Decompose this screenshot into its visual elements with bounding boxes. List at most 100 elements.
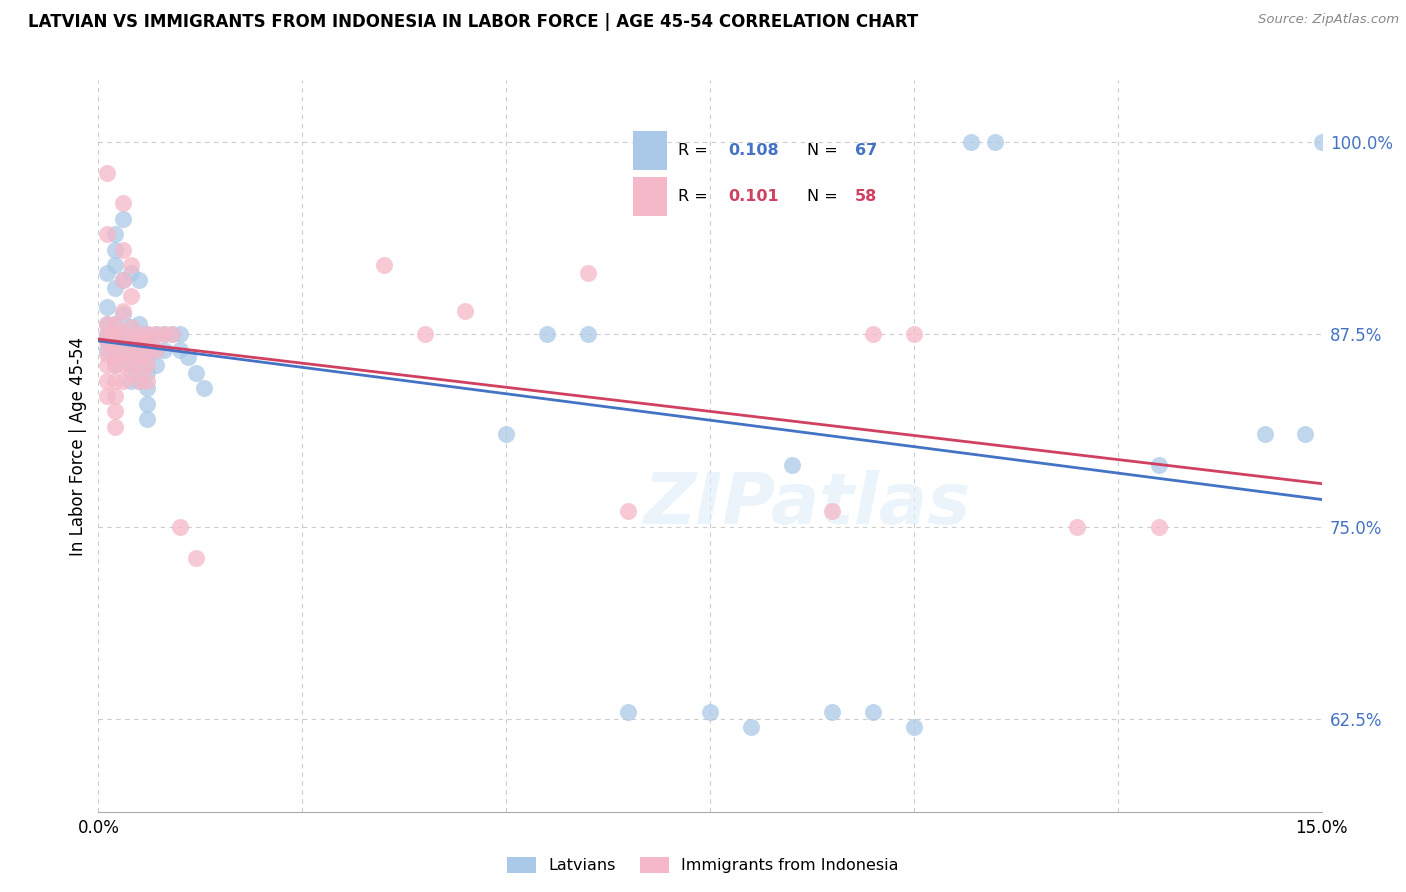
Point [495, 427, 517, 442]
Point [186, 366, 208, 380]
Point [145, 358, 167, 372]
Point [145, 343, 167, 357]
Point [104, 389, 127, 403]
Point [740, 720, 762, 734]
Point [169, 520, 191, 534]
Point [152, 327, 174, 342]
Point [120, 319, 142, 334]
Point [111, 327, 134, 342]
Point [193, 381, 215, 395]
Point [128, 343, 150, 357]
Point [104, 327, 127, 342]
Point [821, 705, 844, 719]
Bar [633, 131, 666, 170]
Point [111, 273, 134, 287]
Point [104, 317, 127, 331]
Point [152, 327, 174, 342]
Point [104, 243, 127, 257]
Point [128, 358, 150, 372]
Point [96, 332, 118, 346]
Point [104, 374, 127, 388]
Point [120, 347, 142, 361]
Point [96, 317, 118, 331]
Point [120, 351, 142, 365]
Point [903, 327, 925, 342]
Point [104, 334, 127, 349]
Point [1294, 427, 1316, 442]
Text: LATVIAN VS IMMIGRANTS FROM INDONESIA IN LABOR FORCE | AGE 45-54 CORRELATION CHAR: LATVIAN VS IMMIGRANTS FROM INDONESIA IN … [28, 13, 918, 31]
Point [120, 319, 142, 334]
Point [576, 327, 599, 342]
Point [160, 327, 183, 342]
Point [111, 374, 134, 388]
Point [699, 705, 721, 719]
Point [104, 419, 127, 434]
Point [160, 327, 183, 342]
Point [136, 347, 159, 361]
Text: 0.101: 0.101 [728, 189, 779, 204]
Point [104, 404, 127, 418]
Point [1066, 520, 1088, 534]
Point [120, 258, 142, 272]
Text: N =: N = [807, 144, 844, 158]
Point [111, 304, 134, 318]
Point [120, 289, 142, 303]
Point [96, 389, 118, 403]
Point [169, 343, 191, 357]
Point [152, 343, 174, 357]
Point [104, 227, 127, 242]
Point [617, 504, 640, 518]
Text: N =: N = [807, 189, 844, 204]
Point [104, 351, 127, 365]
Text: 58: 58 [855, 189, 877, 204]
Point [96, 343, 118, 357]
Point [104, 281, 127, 295]
Point [104, 334, 127, 349]
Point [186, 550, 208, 565]
Point [96, 374, 118, 388]
Point [128, 334, 150, 349]
Point [984, 135, 1007, 149]
Point [145, 327, 167, 342]
Point [96, 327, 118, 342]
Y-axis label: In Labor Force | Age 45-54: In Labor Force | Age 45-54 [69, 336, 87, 556]
Point [104, 258, 127, 272]
Point [128, 327, 150, 342]
Point [862, 705, 884, 719]
Point [128, 358, 150, 372]
Point [576, 266, 599, 280]
Point [136, 334, 159, 349]
Point [128, 273, 150, 287]
Point [177, 351, 200, 365]
Point [96, 334, 118, 349]
Point [111, 347, 134, 361]
Point [96, 358, 118, 372]
Point [454, 304, 477, 318]
Point [120, 334, 142, 349]
Point [145, 327, 167, 342]
Point [96, 347, 118, 361]
Point [111, 196, 134, 211]
Point [169, 327, 191, 342]
Point [120, 334, 142, 349]
Point [96, 166, 118, 180]
Point [136, 397, 159, 411]
Point [111, 273, 134, 287]
Point [96, 317, 118, 331]
Point [128, 347, 150, 361]
Point [413, 327, 436, 342]
Point [1253, 427, 1275, 442]
Point [120, 266, 142, 280]
Point [136, 327, 159, 342]
Point [120, 374, 142, 388]
Point [1310, 135, 1333, 149]
Point [96, 227, 118, 242]
Point [111, 351, 134, 365]
Point [120, 358, 142, 372]
Point [128, 327, 150, 342]
Point [111, 211, 134, 226]
Point [862, 327, 884, 342]
Point [96, 327, 118, 342]
Point [104, 327, 127, 342]
Point [821, 504, 844, 518]
